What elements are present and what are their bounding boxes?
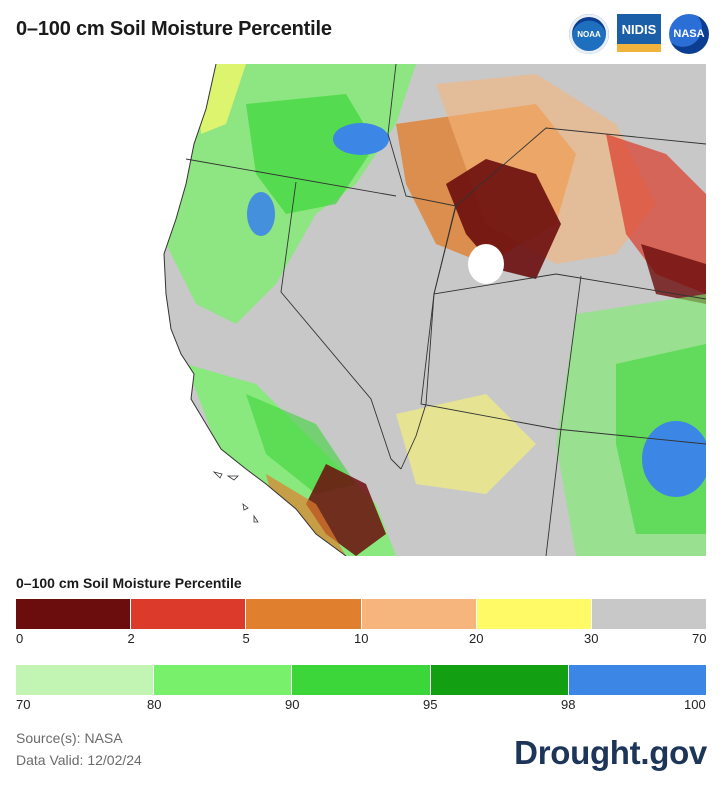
state-borders — [185, 63, 707, 557]
legend-tick-label: 100 — [684, 697, 706, 712]
nasa-logo[interactable]: NASA — [669, 14, 709, 54]
extreme-dry-zone-north — [446, 159, 561, 279]
legend-swatch — [16, 665, 154, 695]
ne-extreme-dry-zone — [641, 244, 706, 304]
partner-logos: NOAA NIDIS NASA — [569, 14, 709, 54]
legend-swatch — [153, 665, 292, 695]
nw-dark-green-zone — [246, 94, 376, 214]
legend-bar-wet — [16, 665, 707, 695]
legend-tick-label: 30 — [584, 631, 599, 646]
border-ca-nv — [280, 181, 402, 470]
socal-dry-zone — [266, 474, 346, 556]
legend-title: 0–100 cm Soil Moisture Percentile — [16, 575, 242, 591]
map-title: 0–100 cm Soil Moisture Percentile — [16, 18, 332, 40]
nw-wet-zone — [333, 123, 389, 155]
nasa-logo-text: NASA — [673, 28, 705, 40]
land-moisture-layer — [164, 64, 706, 556]
legend-tick-label: 70 — [692, 631, 707, 646]
legend-swatch — [291, 665, 430, 695]
map-svg — [163, 63, 707, 557]
drought-gov-brand[interactable]: Drought.gov — [514, 734, 707, 771]
legend-swatch — [590, 599, 707, 629]
border-co-nm-ut — [545, 275, 582, 557]
legend-swatch — [16, 599, 131, 629]
nidis-logo[interactable]: NIDIS — [617, 14, 661, 52]
date-valid-line: Data Valid: 12/02/24 — [16, 752, 142, 768]
soil-moisture-map — [16, 63, 707, 557]
noaa-logo[interactable]: NOAA — [569, 14, 609, 54]
legend-swatch — [567, 665, 707, 695]
legend-tick-label: 80 — [147, 697, 162, 712]
legend-swatch — [245, 599, 361, 629]
legend-tick-label: 95 — [423, 697, 438, 712]
border-or-ca — [185, 158, 397, 197]
legend-tick-label: 0 — [16, 631, 24, 646]
se-wet-zone — [642, 421, 706, 497]
legend-tick-label: 70 — [16, 697, 31, 712]
source-info: Source(s): NASA Data Valid: 12/02/24 — [16, 727, 142, 771]
legend-tick-label: 2 — [127, 631, 135, 646]
legend-ticks-dry: 0 2 5 10 20 30 70 — [16, 631, 706, 649]
legend-swatch — [360, 599, 476, 629]
legend-tick-label: 98 — [561, 697, 576, 712]
legend-tick-label: 10 — [354, 631, 369, 646]
source-line: Source(s): NASA — [16, 730, 123, 746]
coast-wet-zone — [247, 192, 275, 236]
legend-swatch — [130, 599, 246, 629]
legend-swatch — [429, 665, 568, 695]
channel-islands — [212, 471, 259, 523]
legend-ticks-wet: 70 80 90 95 98 100 — [16, 697, 706, 715]
ne-dry-zone — [606, 134, 706, 294]
noaa-logo-text: NOAA — [577, 29, 601, 39]
lake-area — [468, 244, 504, 284]
legend-bar-dry — [16, 599, 707, 629]
legend-tick-label: 20 — [469, 631, 484, 646]
border-az-nm — [420, 293, 707, 445]
border-id-mt — [455, 127, 707, 207]
nidis-logo-text: NIDIS — [621, 21, 657, 37]
legend-tick-label: 90 — [285, 697, 300, 712]
legend-tick-label: 5 — [242, 631, 250, 646]
coastline — [163, 63, 347, 557]
legend-swatch — [475, 599, 591, 629]
border-ut-wy-co — [433, 203, 707, 300]
